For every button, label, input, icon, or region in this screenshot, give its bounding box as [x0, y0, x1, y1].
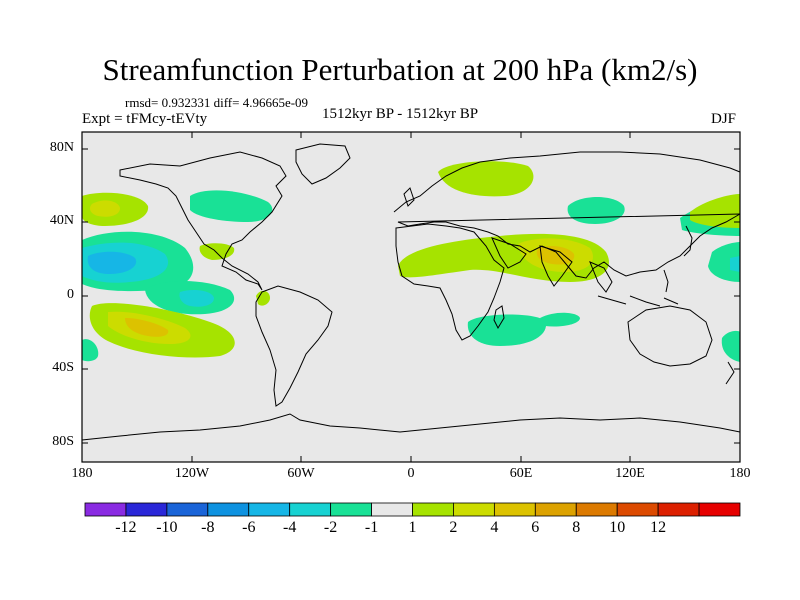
- colorbar-swatch: [657, 502, 700, 517]
- anomaly-pos-scandinavia: [438, 161, 534, 197]
- coast-south-america: [255, 285, 333, 407]
- coast-australia: [627, 305, 713, 367]
- lon-tick-label: 180: [729, 466, 751, 481]
- lat-tick-label: 80N: [49, 140, 74, 155]
- coast-japan: [683, 225, 693, 257]
- anomaly-neg-east-pacific-core: [179, 290, 214, 307]
- colorbar-label: 8: [572, 519, 581, 536]
- coast-madagascar: [493, 305, 505, 330]
- coast-eurasia: [393, 151, 741, 279]
- colorbar-label: 6: [531, 519, 540, 536]
- coast-greenland: [295, 143, 351, 185]
- lon-tick-label: 120E: [615, 466, 645, 481]
- anomaly-neg-pacific-south: [82, 339, 99, 362]
- anomaly-pos-amazon: [256, 290, 270, 306]
- coast-new-zealand: [725, 361, 735, 385]
- colorbar-label: -4: [283, 519, 297, 536]
- colorbar-label: 2: [449, 519, 458, 536]
- lat-tick-label: 40N: [49, 213, 74, 228]
- anomaly-pos-north-pacific-core: [90, 200, 120, 217]
- lon-tick-label: 60E: [509, 466, 533, 481]
- axis-ticks: [81, 132, 741, 462]
- anomaly-neg-south-africa: [467, 314, 547, 346]
- coast-india: [539, 245, 573, 287]
- colorbar-label: 1: [408, 519, 417, 536]
- anomaly-pos-south-pacific-core: [125, 318, 169, 337]
- colorbar-swatch: [616, 502, 659, 517]
- colorbar-swatch: [84, 502, 127, 517]
- plot-title: Streamfunction Perturbation at 200 hPa (…: [102, 52, 698, 87]
- anomaly-neg-south-pacific-east: [721, 330, 740, 362]
- colorbar-swatch: [412, 502, 454, 517]
- colorbar-swatch: [330, 502, 372, 517]
- lat-tick-label: 40S: [52, 360, 74, 375]
- colorbar-swatch: [289, 502, 332, 517]
- anomaly-field: [82, 161, 740, 362]
- colorbar-label: 12: [650, 519, 667, 536]
- colorbar-label: -1: [364, 519, 379, 536]
- colorbar-swatch: [575, 502, 618, 517]
- rmsd-diff-line: rmsd= 0.932331 diff= 4.96665e-09: [125, 95, 309, 110]
- colorbar-label: 10: [609, 519, 626, 536]
- colorbar: [84, 502, 741, 517]
- colorbar-label: -12: [115, 519, 137, 536]
- anomaly-neg-indian-ocean-tail: [540, 312, 580, 327]
- coastlines: [81, 143, 741, 441]
- coast-africa: [395, 223, 505, 341]
- anomaly-neg-west-pacific-east: [708, 242, 740, 282]
- colorbar-swatch: [248, 502, 291, 517]
- colorbar-label: -6: [242, 519, 256, 536]
- coast-indonesia: [597, 295, 679, 307]
- lat-tick-label: 0: [67, 287, 74, 302]
- colorbar-swatch: [534, 502, 577, 517]
- colorbar-label: 4: [490, 519, 499, 536]
- lon-tick-label: 60W: [287, 466, 315, 481]
- coast-arabia: [491, 237, 527, 269]
- colorbar-label: -10: [156, 519, 178, 536]
- lon-tick-label: 0: [407, 466, 415, 481]
- anomaly-neg-pacific-center: [87, 251, 137, 274]
- period-label: 1512kyr BP - 1512kyr BP: [322, 106, 479, 122]
- colorbar-label: -2: [323, 519, 338, 536]
- coast-north-america: [119, 151, 287, 291]
- coast-british-isles: [403, 187, 415, 207]
- coast-southeast-asia: [589, 261, 613, 293]
- anomaly-neg-west-pacific-core: [730, 256, 740, 272]
- lon-tick-label: 180: [71, 466, 93, 481]
- anomaly-pos-south-asia-core: [536, 246, 575, 265]
- colorbar-swatch: [493, 502, 536, 517]
- colorbar-swatch: [698, 502, 741, 517]
- experiment-label: Expt = tFMcy-tEVty: [82, 111, 208, 127]
- coast-antarctica: [81, 413, 741, 441]
- lat-tick-label: 80S: [52, 434, 74, 449]
- lon-tick-label: 120W: [174, 466, 210, 481]
- colorbar-swatch: [371, 502, 413, 517]
- colorbar-label: -8: [201, 519, 215, 536]
- colorbar-swatch: [207, 502, 250, 517]
- colorbar-swatch: [453, 502, 495, 517]
- anomaly-pos-northwest-pacific: [690, 194, 740, 228]
- coast-philippines: [663, 269, 669, 293]
- anomaly-neg-north-america: [190, 190, 273, 222]
- colorbar-swatch: [125, 502, 168, 517]
- colorbar-swatch: [166, 502, 209, 517]
- season-label: DJF: [711, 111, 737, 127]
